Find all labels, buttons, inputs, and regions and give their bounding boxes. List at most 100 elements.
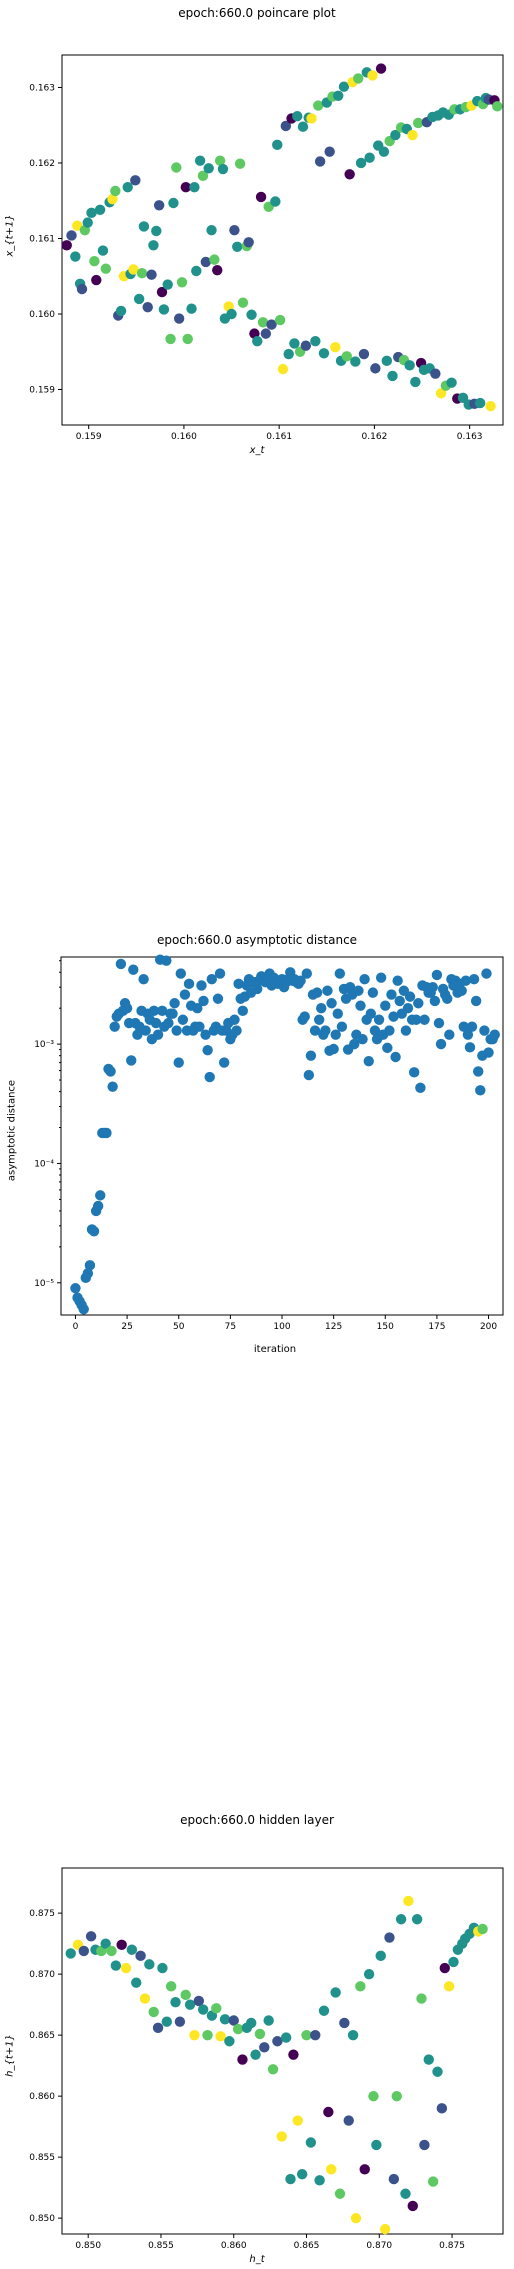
scatter-point xyxy=(335,2189,345,2199)
scatter-point xyxy=(130,175,140,185)
scatter-point xyxy=(355,1981,365,1991)
scatter-point xyxy=(126,1055,136,1065)
x-tick-label: 125 xyxy=(325,1322,342,1332)
scatter-point xyxy=(389,2174,399,2184)
x-tick-label: 0.870 xyxy=(366,2241,392,2251)
scatter-point xyxy=(326,2164,336,2174)
scatter-point xyxy=(384,1932,394,1942)
y-tick-label: 0.865 xyxy=(29,2031,55,2041)
y-tick-label: 0.159 xyxy=(29,386,55,396)
scatter-point xyxy=(368,987,378,997)
y-tick-label: 0.855 xyxy=(29,2153,55,2163)
scatter-point xyxy=(428,982,438,992)
scatter-point xyxy=(66,1948,76,1958)
scatter-point xyxy=(246,2018,256,2028)
scatter-point xyxy=(401,1025,411,1035)
scatter-point xyxy=(285,2174,295,2184)
scatter-point xyxy=(446,378,456,388)
scatter-point xyxy=(475,398,485,408)
scatter-point xyxy=(238,1006,248,1016)
scatter-point xyxy=(163,279,173,289)
scatter-point xyxy=(259,2042,269,2052)
scatter-point xyxy=(386,989,396,999)
scatter-point xyxy=(413,998,423,1008)
scatter-point xyxy=(326,998,336,1008)
scatter-point xyxy=(95,205,105,215)
scatter-point xyxy=(301,341,311,351)
y-axis-label: h_{t+1} xyxy=(5,2026,16,2086)
scatter-point xyxy=(415,1083,425,1093)
scatter-point xyxy=(355,1000,365,1010)
scatter-point xyxy=(448,1957,458,1967)
scatter-point xyxy=(174,313,184,323)
scatter-point xyxy=(475,1085,485,1095)
scatter-point xyxy=(323,2107,333,2117)
scatter-point xyxy=(111,1960,121,1970)
scatter-point xyxy=(403,1896,413,1906)
x-tick-label: 0.160 xyxy=(171,432,197,442)
scatter-point xyxy=(85,1260,95,1270)
scatter-point xyxy=(212,265,222,275)
scatter-point xyxy=(270,196,280,206)
scatter-point xyxy=(315,156,325,166)
scatter-point xyxy=(238,297,248,307)
x-tick-label: 0.162 xyxy=(362,432,388,442)
scatter-point xyxy=(176,968,186,978)
scatter-point xyxy=(384,1025,394,1035)
scatter-point xyxy=(116,306,126,316)
scatter-point xyxy=(339,2018,349,2028)
y-tick-label: 0.160 xyxy=(29,310,55,320)
scatter-point xyxy=(328,1044,338,1054)
scatter-point xyxy=(116,959,126,969)
scatter-point xyxy=(237,2054,247,2064)
scatter-point xyxy=(382,356,392,366)
scatter-point xyxy=(138,974,148,984)
scatter-point xyxy=(171,162,181,172)
scatter-point xyxy=(89,256,99,266)
y-tick-label: 0.875 xyxy=(29,1909,55,1919)
scatter-point xyxy=(272,140,282,150)
scatter-point xyxy=(268,2064,278,2074)
scatter-point xyxy=(255,2029,265,2039)
scatter-point xyxy=(376,973,386,983)
scatter-point xyxy=(293,2115,303,2125)
scatter-point xyxy=(203,163,213,173)
x-tick-label: 0 xyxy=(73,1322,79,1332)
y-tick-label: 10⁻⁴ xyxy=(34,1159,54,1169)
scatter-point xyxy=(330,342,340,352)
scatter-point xyxy=(437,2103,447,2113)
scatter-point xyxy=(93,1201,103,1211)
scatter-point xyxy=(246,310,256,320)
scatter-point xyxy=(174,1057,184,1067)
scatter-point xyxy=(215,2031,225,2041)
scatter-point xyxy=(333,91,343,101)
x-tick-label: 50 xyxy=(173,1322,185,1332)
scatter-point xyxy=(167,1008,177,1018)
scatter-point xyxy=(148,2007,158,2017)
scatter-point xyxy=(304,1070,314,1080)
scatter-point xyxy=(256,192,266,202)
scatter-point xyxy=(364,152,374,162)
x-tick-label: 150 xyxy=(377,1322,394,1332)
scatter-point xyxy=(198,2004,208,2014)
scatter-point xyxy=(144,1959,154,1969)
x-tick-label: 200 xyxy=(480,1322,497,1332)
scatter-point xyxy=(137,268,147,278)
scatter-point xyxy=(404,360,414,370)
scatter-point xyxy=(106,1946,116,1956)
scatter-point xyxy=(479,1025,489,1035)
scatter-point xyxy=(306,1050,316,1060)
scatter-point xyxy=(275,315,285,325)
x-tick-label: 0.161 xyxy=(266,432,292,442)
scatter-point xyxy=(392,975,402,985)
scatter-point xyxy=(169,998,179,1008)
scatter-point xyxy=(344,169,354,179)
scatter-point xyxy=(233,2024,243,2034)
scatter-point xyxy=(405,991,415,1001)
scatter-point xyxy=(184,979,194,989)
asymptotic-panel: epoch:660.0 asymptotic distance 0 25 50 75 1… xyxy=(0,925,514,1485)
scatter-point xyxy=(86,1931,96,1941)
scatter-point xyxy=(89,1226,99,1236)
y-tick-label: 0.870 xyxy=(29,1970,55,1980)
scatter-point xyxy=(424,2054,434,2064)
